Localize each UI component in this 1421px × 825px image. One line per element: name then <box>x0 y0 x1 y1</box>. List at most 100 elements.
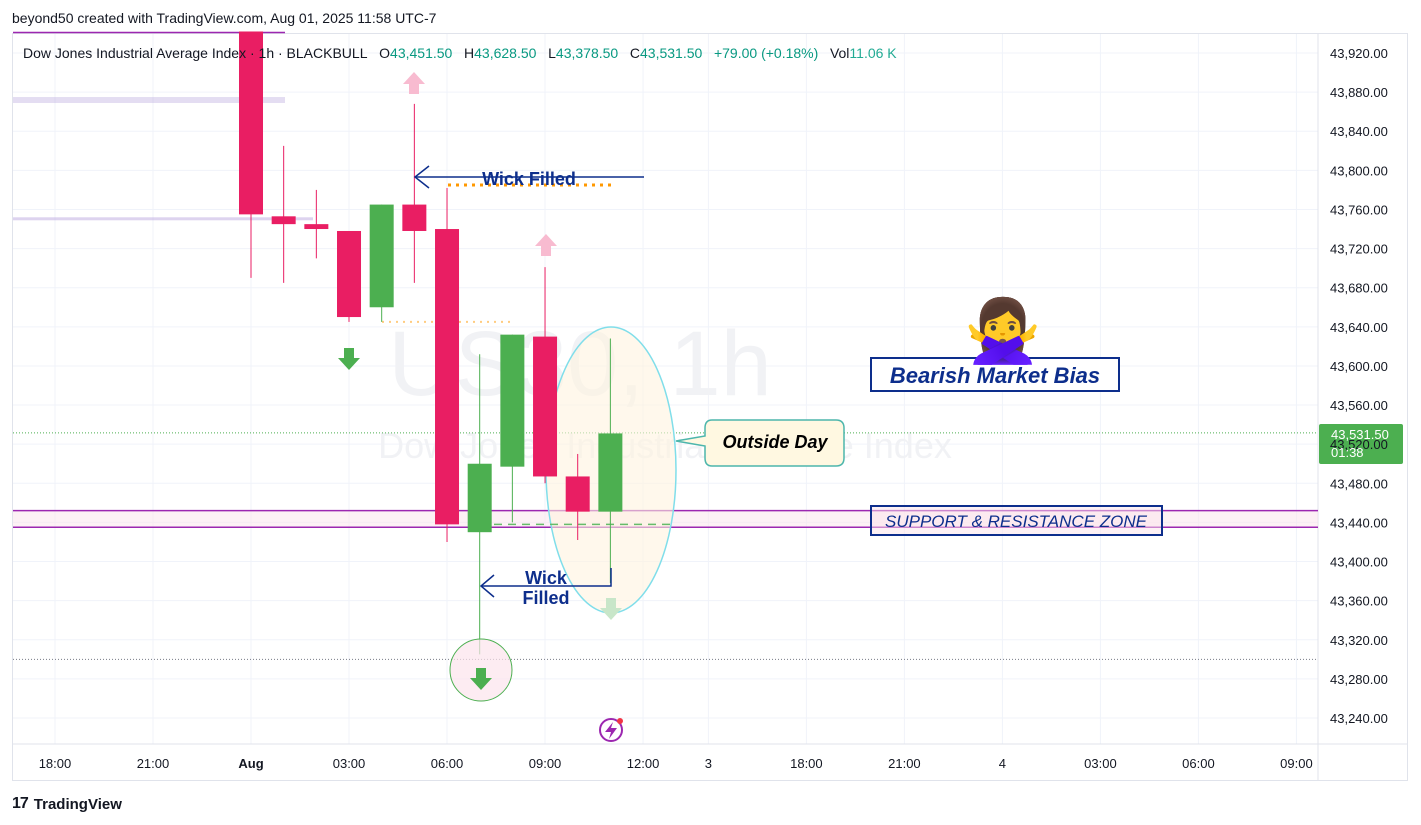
price-tick-label: 43,440.00 <box>1330 515 1388 530</box>
legend-close: 43,531.50 <box>640 45 703 61</box>
legend-high: 43,628.50 <box>474 45 537 61</box>
candle-body <box>304 224 329 230</box>
legend-low: 43,378.50 <box>555 45 619 61</box>
wick-filled-bottom-label-2: Filled <box>522 588 569 608</box>
legend-close-label: C <box>629 45 640 61</box>
annotation-labels: Wick Filled Wick Filled Outside Day Bear… <box>482 169 1389 608</box>
down-arrow-icon <box>600 598 622 620</box>
time-tick-label: 21:00 <box>137 756 170 771</box>
flash-icon <box>599 718 623 742</box>
up-arrow-icon <box>535 234 557 256</box>
sr-zone-box <box>870 505 1163 536</box>
price-tick-label: 43,280.00 <box>1330 672 1388 687</box>
bearish-bias-box <box>870 357 1120 392</box>
candle-body <box>533 336 558 477</box>
up-arrow-icon <box>403 72 425 94</box>
bearish-bias-label: Bearish Market Bias <box>890 363 1100 388</box>
ohlc-legend: Dow Jones Industrial Average Index · 1h … <box>23 45 897 61</box>
candle-body <box>467 463 492 533</box>
time-tick-label: 12:00 <box>627 756 660 771</box>
flash-icon-bolt <box>605 722 617 739</box>
time-tick-label: 09:00 <box>1280 756 1313 771</box>
price-tick-label: 43,800.00 <box>1330 163 1388 178</box>
legend-vol: 11.06 K <box>849 45 897 61</box>
candle-body <box>369 204 394 308</box>
down-arrow-icon-shape <box>338 348 360 370</box>
legend-vol-label: Vol <box>829 45 850 61</box>
price-tick-label: 43,480.00 <box>1330 476 1388 491</box>
chart-frame[interactable] <box>12 33 1408 781</box>
price-tag-countdown: 01:38 <box>1331 445 1364 460</box>
down-arrow-icon-shape <box>600 598 622 620</box>
candle-body <box>500 334 525 467</box>
price-tick-label: 43,760.00 <box>1330 202 1388 217</box>
up-arrow-icon-shape <box>403 72 425 94</box>
up-arrow-icon-shape <box>535 234 557 256</box>
price-tick-label: 43,640.00 <box>1330 320 1388 335</box>
price-axis: 43,240.00 43,280.00 43,320.00 43,360.00 43,4… <box>1330 46 1388 726</box>
legend-open: 43,451.50 <box>390 45 453 61</box>
time-tick-label: 03:00 <box>1084 756 1117 771</box>
time-tick-label: 06:00 <box>431 756 464 771</box>
tradingview-logo-icon: 17 <box>12 795 29 812</box>
sr-zone-label: SUPPORT & RESISTANCE ZONE <box>885 512 1148 531</box>
price-tag <box>1319 424 1403 464</box>
down-arrow-icon <box>470 668 492 690</box>
price-tick-label: 43,400.00 <box>1330 555 1388 570</box>
candle-body <box>271 216 296 225</box>
time-tick-label: 06:00 <box>1182 756 1215 771</box>
wick-filled-top-label: Wick Filled <box>482 169 576 189</box>
annotation-overlay <box>338 72 1403 742</box>
time-tick-label: 3 <box>705 756 712 771</box>
time-tick-label: 03:00 <box>333 756 366 771</box>
outside-day-callout <box>675 419 845 467</box>
candle-body <box>239 31 263 215</box>
legend-open-label: O <box>379 45 391 61</box>
candle-body <box>337 230 362 318</box>
publisher-line: beyond50 created with TradingView.com, A… <box>12 10 437 26</box>
candle-body <box>598 433 623 512</box>
down-arrow-icon-shape <box>470 668 492 690</box>
chart-grid <box>13 34 1408 780</box>
price-tick-label: 43,520.00 <box>1330 437 1388 452</box>
wick-filled-bottom-label-1: Wick <box>525 568 568 588</box>
legend-high-label: H <box>464 45 475 61</box>
emoji-icon: 🙅‍♀️ <box>964 295 1041 366</box>
price-tag-value: 43,531.50 <box>1331 427 1389 442</box>
time-axis: 18:00 21:00 Aug 03:00 06:00 09:00 12:00 3 18:00 2… <box>39 756 1313 771</box>
outside-day-label: Outside Day <box>722 432 828 452</box>
tradingview-brand[interactable]: 17 TradingView <box>12 795 122 813</box>
wick-filled-bottom-line <box>481 568 612 587</box>
notification-dot-icon <box>617 718 623 724</box>
time-tick-label: 4 <box>999 756 1006 771</box>
level-band <box>13 97 285 104</box>
left-arrow-icon <box>479 574 495 598</box>
candle-body <box>565 476 590 512</box>
time-tick-label: Aug <box>238 756 263 771</box>
candles <box>239 31 623 655</box>
price-tick-label: 43,360.00 <box>1330 594 1388 609</box>
legend-change: +79.00 (+0.18%) <box>713 45 819 61</box>
time-tick-label: 18:00 <box>39 756 72 771</box>
level-band <box>13 217 313 221</box>
price-tick-label: 43,880.00 <box>1330 85 1388 100</box>
left-arrow-icon <box>413 165 430 189</box>
price-tick-label: 43,560.00 <box>1330 398 1388 413</box>
price-tick-label: 43,720.00 <box>1330 242 1388 257</box>
legend-low-label: L <box>548 45 556 61</box>
price-tick-label: 43,840.00 <box>1330 124 1388 139</box>
candle-body <box>435 229 460 525</box>
price-tick-label: 43,920.00 <box>1330 46 1388 61</box>
price-tick-label: 43,600.00 <box>1330 359 1388 374</box>
time-tick-label: 21:00 <box>888 756 921 771</box>
down-arrow-icon <box>338 348 360 370</box>
time-tick-label: 18:00 <box>790 756 823 771</box>
price-tick-label: 43,240.00 <box>1330 711 1388 726</box>
brand-name: TradingView <box>33 795 122 813</box>
legend-symbol[interactable]: Dow Jones Industrial Average Index · 1h … <box>23 45 368 61</box>
candle-body <box>402 204 427 231</box>
time-tick-label: 09:00 <box>529 756 562 771</box>
price-tick-label: 43,680.00 <box>1330 281 1388 296</box>
price-tick-label: 43,320.00 <box>1330 633 1388 648</box>
